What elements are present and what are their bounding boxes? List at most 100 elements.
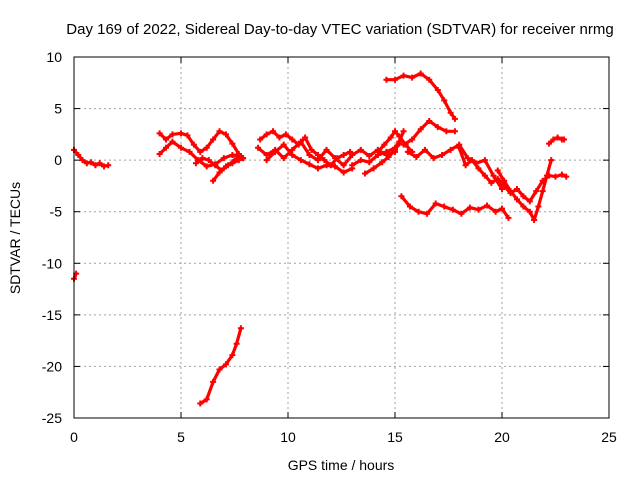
data-point: [366, 159, 373, 166]
data-point: [400, 72, 407, 79]
data-point: [548, 157, 555, 164]
data-point: [413, 154, 420, 161]
data-point: [464, 155, 471, 162]
data-point: [282, 131, 289, 138]
data-point: [396, 133, 403, 140]
data-point: [197, 148, 204, 155]
data-point: [550, 136, 557, 143]
data-point: [430, 155, 437, 162]
data-point: [374, 148, 381, 155]
data-point: [507, 188, 514, 195]
data-point: [383, 76, 390, 83]
data-point: [229, 352, 236, 359]
grid: [74, 57, 609, 418]
data-point: [222, 163, 229, 170]
data-point: [216, 128, 223, 135]
data-point: [406, 203, 413, 210]
x-tick-label: 15: [387, 429, 403, 445]
data-point: [178, 130, 184, 137]
data-point: [222, 131, 229, 138]
data-point: [314, 165, 321, 172]
data-point: [270, 128, 277, 135]
data-point: [306, 151, 313, 158]
data-point: [210, 177, 217, 184]
data-point: [499, 205, 505, 212]
data-point: [340, 169, 347, 176]
data-point: [443, 128, 450, 135]
y-tick-label: 0: [54, 152, 62, 168]
data-point: [163, 144, 170, 151]
data-point: [203, 163, 210, 170]
data-point: [488, 179, 495, 186]
data-point: [481, 157, 488, 164]
data-point: [543, 172, 550, 179]
data-point: [458, 210, 465, 217]
data-point: [340, 151, 347, 158]
data-point: [417, 70, 424, 77]
data-point: [314, 157, 321, 164]
data-point: [203, 144, 210, 151]
data-point: [163, 136, 170, 143]
y-tick-label: -10: [42, 255, 62, 271]
data-point: [88, 159, 95, 166]
data-point: [417, 126, 424, 133]
data-point: [289, 136, 296, 143]
data-point: [306, 161, 313, 168]
series-arc-12: [362, 140, 403, 177]
data-point: [494, 167, 501, 174]
y-tick-label: 5: [54, 101, 62, 117]
data-point: [362, 170, 369, 177]
data-point: [400, 141, 407, 148]
data-point: [332, 155, 339, 162]
data-point: [387, 134, 394, 141]
data-point: [235, 157, 242, 164]
data-point: [289, 146, 296, 153]
data-point: [535, 203, 542, 210]
data-point: [396, 140, 403, 147]
data-point: [349, 162, 356, 169]
data-point: [186, 148, 193, 155]
data-point: [383, 148, 390, 155]
data-point: [229, 160, 236, 167]
data-point: [212, 162, 219, 169]
data-point: [349, 151, 356, 158]
data-point: [216, 366, 223, 373]
data-point: [184, 132, 191, 139]
data-point: [233, 340, 240, 347]
data-point: [357, 146, 364, 153]
data-point: [441, 97, 448, 104]
data-point: [156, 130, 163, 137]
data-point: [447, 109, 454, 116]
series-arc-6: [210, 155, 247, 184]
data-point: [533, 188, 540, 195]
data-point: [237, 325, 244, 332]
data-point: [531, 216, 538, 223]
data-point: [366, 153, 373, 160]
chart-title: Day 169 of 2022, Sidereal Day-to-day VTE…: [66, 21, 613, 38]
data-point: [392, 128, 398, 135]
y-tick-label: -15: [42, 307, 62, 323]
data-point: [505, 214, 512, 221]
data-point: [520, 193, 527, 200]
data-point: [263, 131, 270, 138]
y-tick-label: -20: [42, 358, 62, 374]
data-point: [539, 188, 546, 195]
data-point: [462, 162, 469, 169]
data-point: [520, 203, 527, 210]
data-point: [475, 206, 482, 213]
data-point: [400, 128, 407, 135]
data-point: [240, 155, 247, 162]
series-arc-16: [404, 141, 505, 193]
data-point: [381, 141, 388, 148]
data-point: [280, 155, 287, 162]
data-point: [439, 151, 446, 158]
series-arc-20: [546, 134, 568, 147]
data-point: [554, 134, 561, 141]
data-point: [475, 165, 482, 172]
data-point: [392, 146, 398, 153]
data-point: [321, 157, 328, 164]
data-point: [192, 160, 199, 167]
data-point: [561, 136, 568, 143]
data-point: [456, 144, 463, 151]
data-point: [490, 172, 497, 179]
